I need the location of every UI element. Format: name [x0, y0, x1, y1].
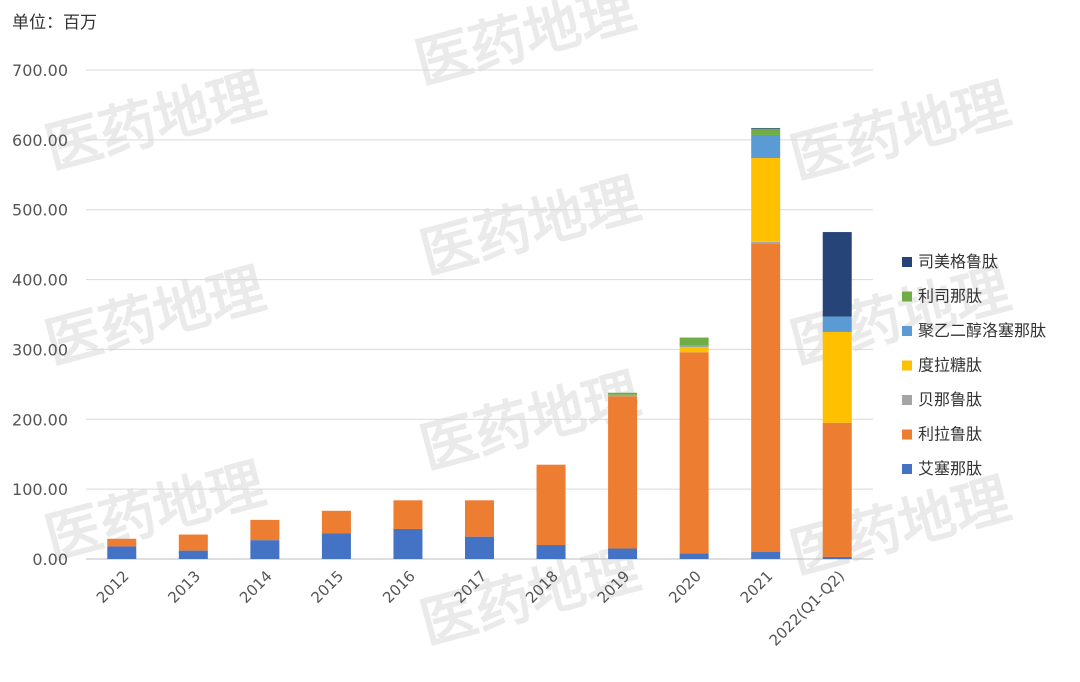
bar-segment	[250, 540, 280, 559]
x-tick-label: 2016	[379, 567, 419, 607]
legend-swatch	[902, 429, 912, 440]
bar-segment	[751, 134, 781, 159]
bar-segment	[536, 545, 566, 559]
bar-segment	[679, 346, 709, 353]
legend-swatch	[902, 395, 912, 405]
bar-segment	[465, 500, 494, 537]
y-tick-label: 200.00	[12, 410, 68, 429]
watermark-text: 医药地理	[784, 467, 1017, 588]
y-tick-label: 100.00	[12, 480, 68, 499]
legend-swatch	[902, 291, 912, 302]
legend-label: 利司那肽	[918, 287, 982, 306]
bar-segment	[751, 158, 781, 242]
bar-segment	[822, 232, 852, 317]
watermark-text: 医药地理	[409, 0, 642, 98]
legend-label: 利拉鲁肽	[918, 425, 982, 444]
bar-segment	[608, 548, 638, 559]
bar-segment	[751, 128, 781, 135]
unit-label: 单位：百万	[12, 13, 97, 33]
bar-segment	[679, 553, 709, 559]
bar-segment	[250, 519, 280, 541]
bar-segment	[679, 345, 709, 347]
x-tick-label: 2015	[308, 567, 348, 607]
bar-segment	[751, 552, 781, 559]
bar-segment	[107, 538, 137, 547]
bar-segment	[679, 337, 709, 346]
x-tick-label: 2014	[236, 567, 276, 607]
bar-segment	[822, 422, 852, 557]
y-tick-label: 500.00	[12, 201, 68, 220]
bar-segment	[751, 243, 781, 553]
y-tick-label: 400.00	[12, 271, 68, 290]
x-tick-label: 2012	[93, 567, 133, 607]
bar-segment	[393, 500, 423, 529]
legend-label: 司美格鲁肽	[918, 252, 998, 271]
bars	[107, 127, 852, 559]
bar-segment	[608, 394, 638, 397]
bar-segment	[608, 396, 638, 549]
watermark-text: 医药地理	[414, 167, 647, 288]
bar-segment	[822, 556, 852, 559]
bar-segment	[822, 331, 852, 423]
legend-swatch	[902, 257, 912, 267]
y-tick-label: 300.00	[12, 340, 68, 359]
legend-swatch	[902, 326, 912, 336]
y-tick-label: 700.00	[12, 61, 68, 80]
bar-segment	[465, 536, 494, 559]
watermark-text: 医药地理	[39, 62, 272, 183]
bar-segment	[178, 550, 208, 559]
y-axis-ticks: 0.00 100.00 200.00 300.00 400.00 500.00 600.00…	[12, 61, 68, 569]
bar-segment	[321, 533, 351, 559]
legend-label: 度拉糖肽	[918, 356, 982, 375]
bar-segment	[393, 528, 423, 559]
x-tick-label: 2021	[737, 567, 777, 607]
bar-segment	[608, 392, 638, 395]
bar-segment	[178, 534, 208, 551]
bar-segment	[751, 127, 781, 129]
legend-swatch	[902, 360, 912, 371]
legend-label: 艾塞那肽	[918, 459, 982, 478]
bar-segment	[321, 510, 351, 534]
y-tick-label: 600.00	[12, 131, 68, 150]
watermark-text: 医药地理	[784, 72, 1017, 193]
bar-segment	[751, 241, 781, 244]
watermark-text: 医药地理	[39, 452, 272, 573]
legend-label: 聚乙二醇洛塞那肽	[918, 321, 1046, 340]
y-tick-label: 0.00	[32, 550, 68, 569]
bar-segment	[107, 546, 137, 559]
bar-segment	[679, 352, 709, 554]
legend-label: 贝那鲁肽	[918, 390, 982, 409]
legend-swatch	[902, 464, 912, 474]
x-tick-label: 2020	[665, 567, 705, 607]
bar-segment	[536, 464, 566, 546]
bar-segment	[822, 316, 852, 332]
x-tick-label: 2013	[164, 567, 204, 607]
watermark-text: 医药地理	[39, 257, 272, 378]
